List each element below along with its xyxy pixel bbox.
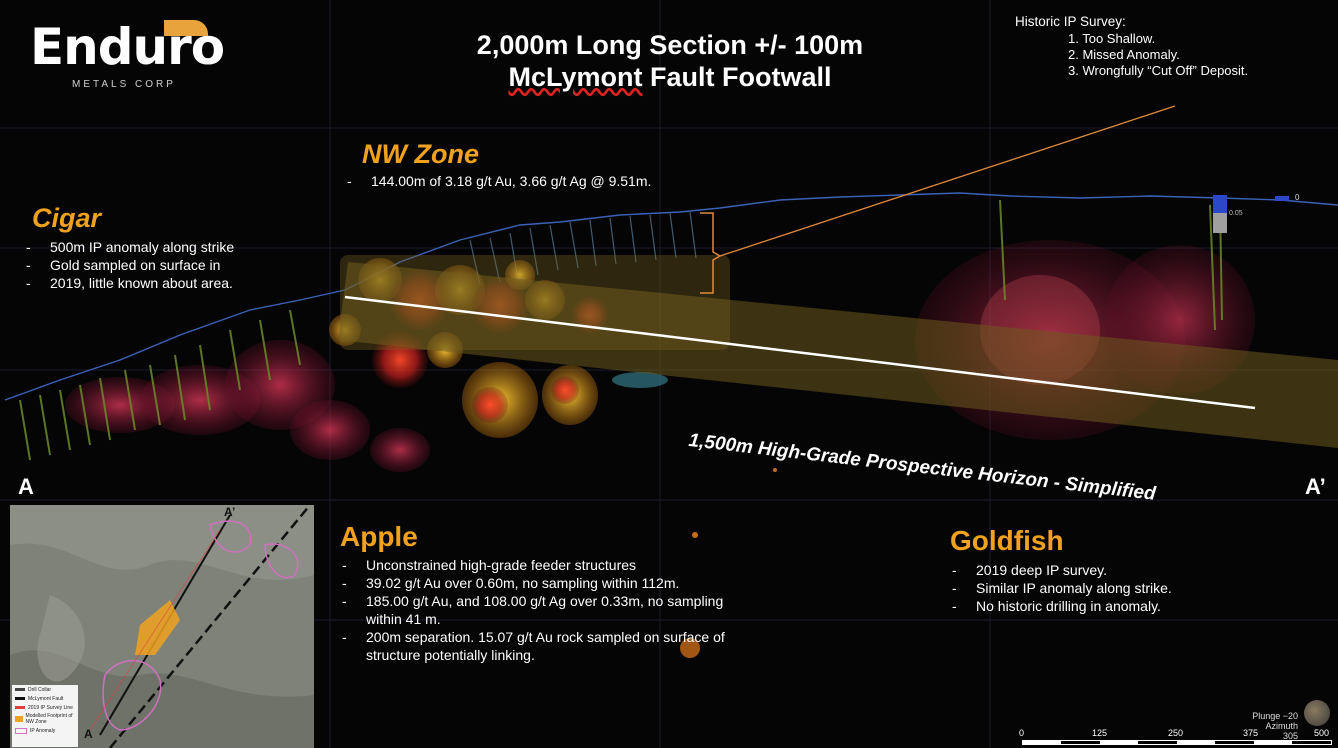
scale-bar: [1022, 740, 1332, 745]
apple-bullet: 39.02 g/t Au over 0.60m, no sampling wit…: [340, 574, 740, 592]
inset-map: A’ A Drill Collar McLymont Fault 2019 IP…: [10, 505, 314, 748]
goldfish-bullet: Similar IP anomaly along strike.: [950, 579, 1280, 597]
legend-swatch-ip-anomaly: [15, 727, 27, 734]
colour-legend-blue: [1213, 195, 1227, 213]
drill-fans: [469, 211, 697, 286]
orientation-globe-icon[interactable]: [1304, 700, 1330, 726]
logo-accent-shape: [164, 20, 208, 36]
apple-bullet: Unconstrained high-grade feeder structur…: [340, 556, 740, 574]
inset-map-graphic: [10, 505, 314, 748]
historic-ip-heading: Historic IP Survey:: [1015, 14, 1126, 29]
nw-zone-bracket: [700, 212, 722, 294]
nw-zone-title: NW Zone: [362, 139, 479, 169]
cigar-bullet: 500m IP anomaly along strike: [24, 238, 294, 256]
apple-bullet: 200m separation. 15.07 g/t Au rock sampl…: [340, 628, 740, 664]
legend-swatch-fault: [15, 697, 25, 700]
legend-swatch-drill: [15, 688, 25, 691]
legend-swatch-footprint: [15, 716, 23, 722]
scale-tick: 375: [1243, 728, 1259, 738]
inset-label-a-prime: A’: [224, 505, 236, 519]
nw-zone-bullet: 144.00m of 3.18 g/t Au, 3.66 g/t Ag @ 9.…: [345, 172, 765, 190]
logo-subtitle: METALS CORP: [72, 79, 176, 90]
scale-tick: 0: [1019, 728, 1025, 738]
historic-ip-item: 1. Too Shallow.: [1068, 31, 1156, 46]
orientation-readout: Plunge −20 Azimuth 305: [1248, 711, 1298, 741]
subtitle-rest: Fault Footwall: [642, 62, 832, 92]
horizon-line: [344, 295, 1256, 410]
page-subtitle: McLymont Fault Footwall: [440, 62, 900, 93]
apple-bullets: Unconstrained high-grade feeder structur…: [340, 556, 740, 664]
scale-tick: 125: [1092, 728, 1108, 738]
historic-ip-list: 1. Too Shallow. 2. Missed Anomaly. 3. Wr…: [1068, 31, 1248, 79]
legend-row: IP Anomaly: [12, 726, 78, 735]
legend-row: Modelled Footprint of NW Zone: [12, 712, 78, 726]
scale-tick: 250: [1168, 728, 1184, 738]
legend-row: 2019 IP Survey Line: [12, 703, 78, 712]
goldfish-title: Goldfish: [950, 525, 1064, 556]
section-label-a-prime: A’: [1305, 474, 1326, 499]
apple-bullet: 185.00 g/t Au, and 108.00 g/t Ag over 0.…: [340, 592, 740, 628]
legend-row: McLymont Fault: [12, 694, 78, 703]
plunge-value: Plunge −20: [1252, 711, 1298, 721]
cigar-bullet-text: 2019, little known about area.: [50, 275, 233, 291]
legend-label: McLymont Fault: [28, 695, 64, 702]
historic-ip-item: 3. Wrongfully “Cut Off” Deposit.: [1068, 63, 1249, 78]
legend-row: Drill Collar: [12, 685, 78, 694]
legend-label: Drill Collar: [28, 686, 52, 693]
colour-legend-gray: [1213, 213, 1227, 233]
colour-legend-value-mid: 0.05: [1229, 210, 1243, 217]
inset-legend: Drill Collar McLymont Fault 2019 IP Surv…: [12, 685, 78, 747]
horizon-band: [338, 262, 1338, 448]
legend-label: 2019 IP Survey Line: [28, 704, 73, 711]
cigar-title: Cigar: [32, 203, 102, 233]
inset-label-a: A: [84, 727, 93, 741]
historic-ip-item: 2. Missed Anomaly.: [1068, 47, 1180, 62]
cigar-bullets: 500m IP anomaly along strike Gold sample…: [24, 238, 294, 292]
section-label-a: A: [18, 474, 34, 499]
historic-ip-leader: [719, 105, 1176, 257]
apple-title: Apple: [340, 521, 418, 552]
page-title: 2,000m Long Section +/- 100m: [476, 30, 864, 60]
legend-label: Modelled Footprint of NW Zone: [25, 713, 73, 725]
cigar-bullet: Gold sampled on surface in: [24, 256, 294, 274]
ip-anomaly-west: [65, 340, 430, 472]
goldfish-bullets: 2019 deep IP survey. Similar IP anomaly …: [950, 561, 1280, 615]
subtitle-underlined-word: McLymont: [508, 62, 643, 92]
goldfish-bullet: No historic drilling in anomaly.: [950, 597, 1280, 615]
legend-swatch-ip-line: [15, 706, 25, 709]
cigar-bullet-continued: 2019, little known about area.: [24, 274, 294, 292]
scale-tick: 500: [1314, 728, 1330, 738]
goldfish-bullet: 2019 deep IP survey.: [950, 561, 1280, 579]
nw-zone-box: [340, 255, 730, 350]
topography-line: [4, 192, 1338, 401]
nw-zone-bullets: 144.00m of 3.18 g/t Au, 3.66 g/t Ag @ 9.…: [345, 172, 765, 190]
legend-label: IP Anomaly: [30, 727, 56, 734]
colour-legend-value-top: 0: [1295, 193, 1300, 202]
colour-legend-blue-small: [1275, 196, 1289, 201]
azimuth-value: Azimuth 305: [1265, 721, 1298, 741]
